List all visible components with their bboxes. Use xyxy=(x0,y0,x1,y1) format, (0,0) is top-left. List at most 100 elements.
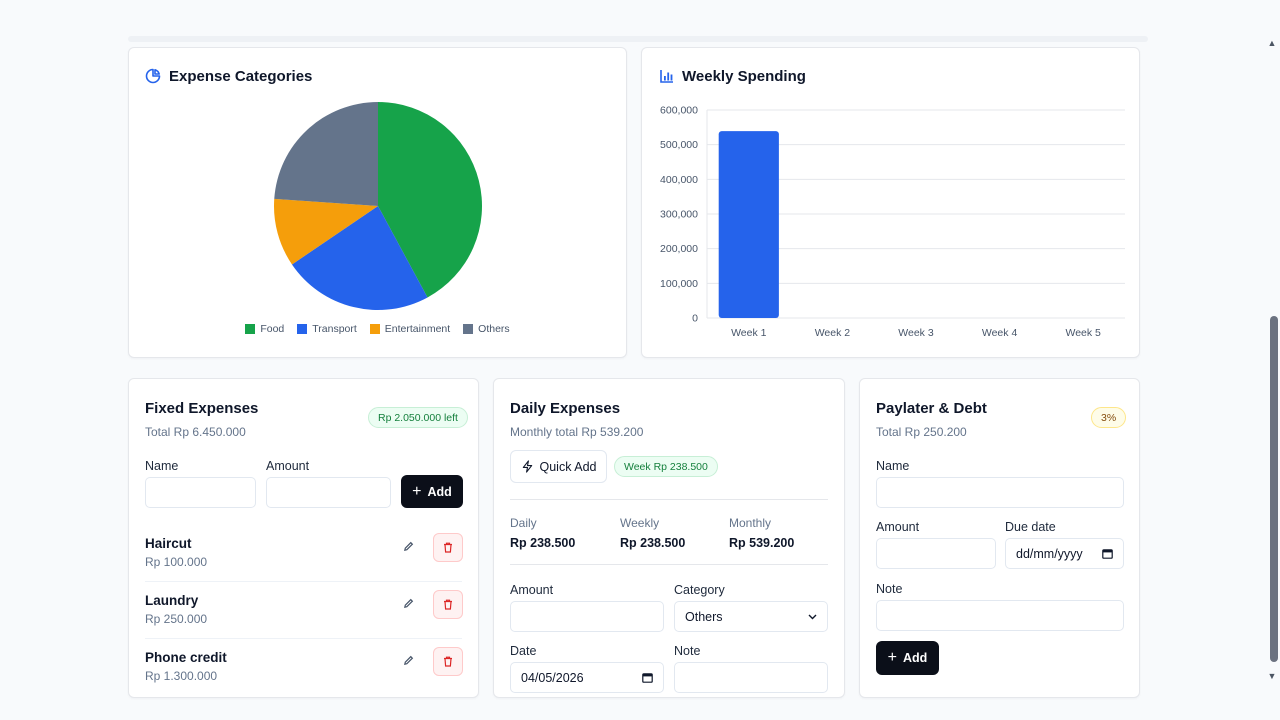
fixed-add-button[interactable]: + Add xyxy=(401,475,463,508)
category-select[interactable]: Others xyxy=(674,601,828,632)
paylater-title: Paylater & Debt xyxy=(876,400,987,417)
category-value: Others xyxy=(685,609,723,624)
fixed-add-label: Add xyxy=(427,484,452,499)
pie-slice-entertainment xyxy=(274,198,378,265)
trash-icon[interactable] xyxy=(433,590,463,619)
legend-item-transport[interactable]: Transport xyxy=(297,323,357,335)
y-tick-label: 300,000 xyxy=(660,209,698,221)
fixed-name-input[interactable] xyxy=(145,477,256,508)
pie-slice-food xyxy=(378,102,482,298)
note-label: Note xyxy=(876,582,903,596)
note-input[interactable] xyxy=(674,662,828,693)
date-value: 04/05/2026 xyxy=(521,670,584,685)
expense-categories-card: Expense Categories Food Transport Entertai… xyxy=(128,47,627,358)
y-tick-label: 400,000 xyxy=(660,174,698,186)
stat-value-weekly: Rp 238.500 xyxy=(620,536,686,550)
legend-label: Entertainment xyxy=(384,323,451,335)
legend-label: Others xyxy=(478,323,510,335)
legend-label: Food xyxy=(260,323,285,335)
date-input[interactable]: 04/05/2026 xyxy=(510,662,664,693)
plus-icon: + xyxy=(887,649,898,666)
x-tick-label: Week 5 xyxy=(1065,327,1101,339)
pencil-icon[interactable] xyxy=(401,596,415,610)
y-tick-label: 500,000 xyxy=(660,139,698,151)
y-tick-label: 200,000 xyxy=(660,243,698,255)
paylater-debt-card: Paylater & Debt Total Rp 250.200 3% Name… xyxy=(859,378,1140,698)
daily-expenses-title: Daily Expenses xyxy=(510,400,621,417)
pencil-icon[interactable] xyxy=(401,653,415,667)
pie-legend: Food Transport Entertainment Others xyxy=(129,321,626,339)
list-item: Laundry Rp 250.000 xyxy=(145,582,463,639)
legend-item-others[interactable]: Others xyxy=(463,323,510,335)
fixed-expenses-card: Fixed Expenses Total Rp 6.450.000 Rp 2.0… xyxy=(128,378,479,698)
lightning-icon xyxy=(522,460,532,473)
divider xyxy=(510,564,828,565)
name-label: Name xyxy=(876,459,910,473)
fixed-amount-input[interactable] xyxy=(266,477,391,508)
quick-add-button[interactable]: Quick Add xyxy=(510,450,607,483)
bar-week-1 xyxy=(718,131,779,318)
note-label: Note xyxy=(674,644,701,658)
plus-icon: + xyxy=(412,482,422,500)
x-tick-label: Week 1 xyxy=(731,327,767,339)
bar-chart-icon xyxy=(660,70,673,83)
scrollbar-thumb[interactable] xyxy=(1270,316,1278,662)
top-strip xyxy=(128,36,1148,42)
item-amount: Rp 250.000 xyxy=(145,612,208,626)
legend-item-entertainment[interactable]: Entertainment xyxy=(369,323,451,335)
paylater-add-label: Add xyxy=(903,651,928,665)
expense-pie-chart xyxy=(274,102,482,310)
y-tick-label: 100,000 xyxy=(660,278,698,290)
expense-categories-title: Expense Categories xyxy=(169,68,313,85)
trash-icon[interactable] xyxy=(433,647,463,676)
list-item: Phone credit Rp 1.300.000 xyxy=(145,639,463,696)
daily-expenses-card: Daily Expenses Monthly total Rp 539.200 … xyxy=(493,378,845,698)
weekly-bar-chart: 0 100,000 200,000 300,000 400,000 500,000 600,… xyxy=(660,105,1125,339)
amount-label: Amount xyxy=(510,583,554,597)
due-date-input[interactable]: dd/mm/yyyy xyxy=(1005,538,1124,569)
date-label: Date xyxy=(510,644,537,658)
amount-label: Amount xyxy=(266,459,310,473)
x-tick-label: Week 4 xyxy=(982,327,1018,339)
divider xyxy=(510,499,828,500)
quick-add-label: Quick Add xyxy=(539,459,597,474)
trash-icon[interactable] xyxy=(433,533,463,562)
percent-badge: 3% xyxy=(1091,407,1127,428)
legend-swatch xyxy=(463,324,474,334)
pie-slice-others xyxy=(274,102,378,206)
item-amount: Rp 100.000 xyxy=(145,555,208,569)
paylater-name-input[interactable] xyxy=(876,477,1124,508)
due-date-placeholder: dd/mm/yyyy xyxy=(1016,546,1083,561)
calendar-icon xyxy=(642,673,653,683)
list-item: Haircut Rp 100.000 xyxy=(145,525,463,582)
week-badge: Week Rp 238.500 xyxy=(614,456,718,477)
daily-expenses-total: Monthly total Rp 539.200 xyxy=(510,425,644,439)
name-label: Name xyxy=(145,459,179,473)
stat-value-daily: Rp 238.500 xyxy=(510,536,576,550)
x-tick-label: Week 3 xyxy=(898,327,934,339)
pencil-icon[interactable] xyxy=(401,539,415,553)
item-amount: Rp 1.300.000 xyxy=(145,669,218,683)
legend-swatch xyxy=(245,324,256,334)
due-date-label: Due date xyxy=(1005,520,1056,534)
x-tick-label: Week 2 xyxy=(815,327,851,339)
scroll-down-arrow[interactable]: ▼ xyxy=(1267,671,1277,681)
y-tick-label: 0 xyxy=(692,313,698,325)
pie-slice-transport xyxy=(291,206,428,310)
chevron-down-icon xyxy=(808,614,817,619)
paylater-amount-input[interactable] xyxy=(876,538,996,569)
weekly-spending-title: Weekly Spending xyxy=(682,68,806,85)
scroll-up-arrow[interactable]: ▲ xyxy=(1267,38,1277,48)
fixed-expenses-title: Fixed Expenses xyxy=(145,400,259,417)
paylater-total: Total Rp 250.200 xyxy=(876,425,967,439)
paylater-note-input[interactable] xyxy=(876,600,1124,631)
legend-swatch xyxy=(369,324,380,334)
daily-amount-input[interactable] xyxy=(510,601,664,632)
legend-label: Transport xyxy=(312,323,357,335)
fixed-expenses-total: Total Rp 6.450.000 xyxy=(145,425,246,439)
weekly-spending-card: Weekly Spending 0 100,000 200,000 300,000 40… xyxy=(641,47,1140,358)
legend-item-food[interactable]: Food xyxy=(245,323,284,335)
remaining-badge: Rp 2.050.000 left xyxy=(368,407,468,428)
y-tick-label: 600,000 xyxy=(660,105,698,117)
paylater-add-button[interactable]: + Add xyxy=(876,641,939,675)
